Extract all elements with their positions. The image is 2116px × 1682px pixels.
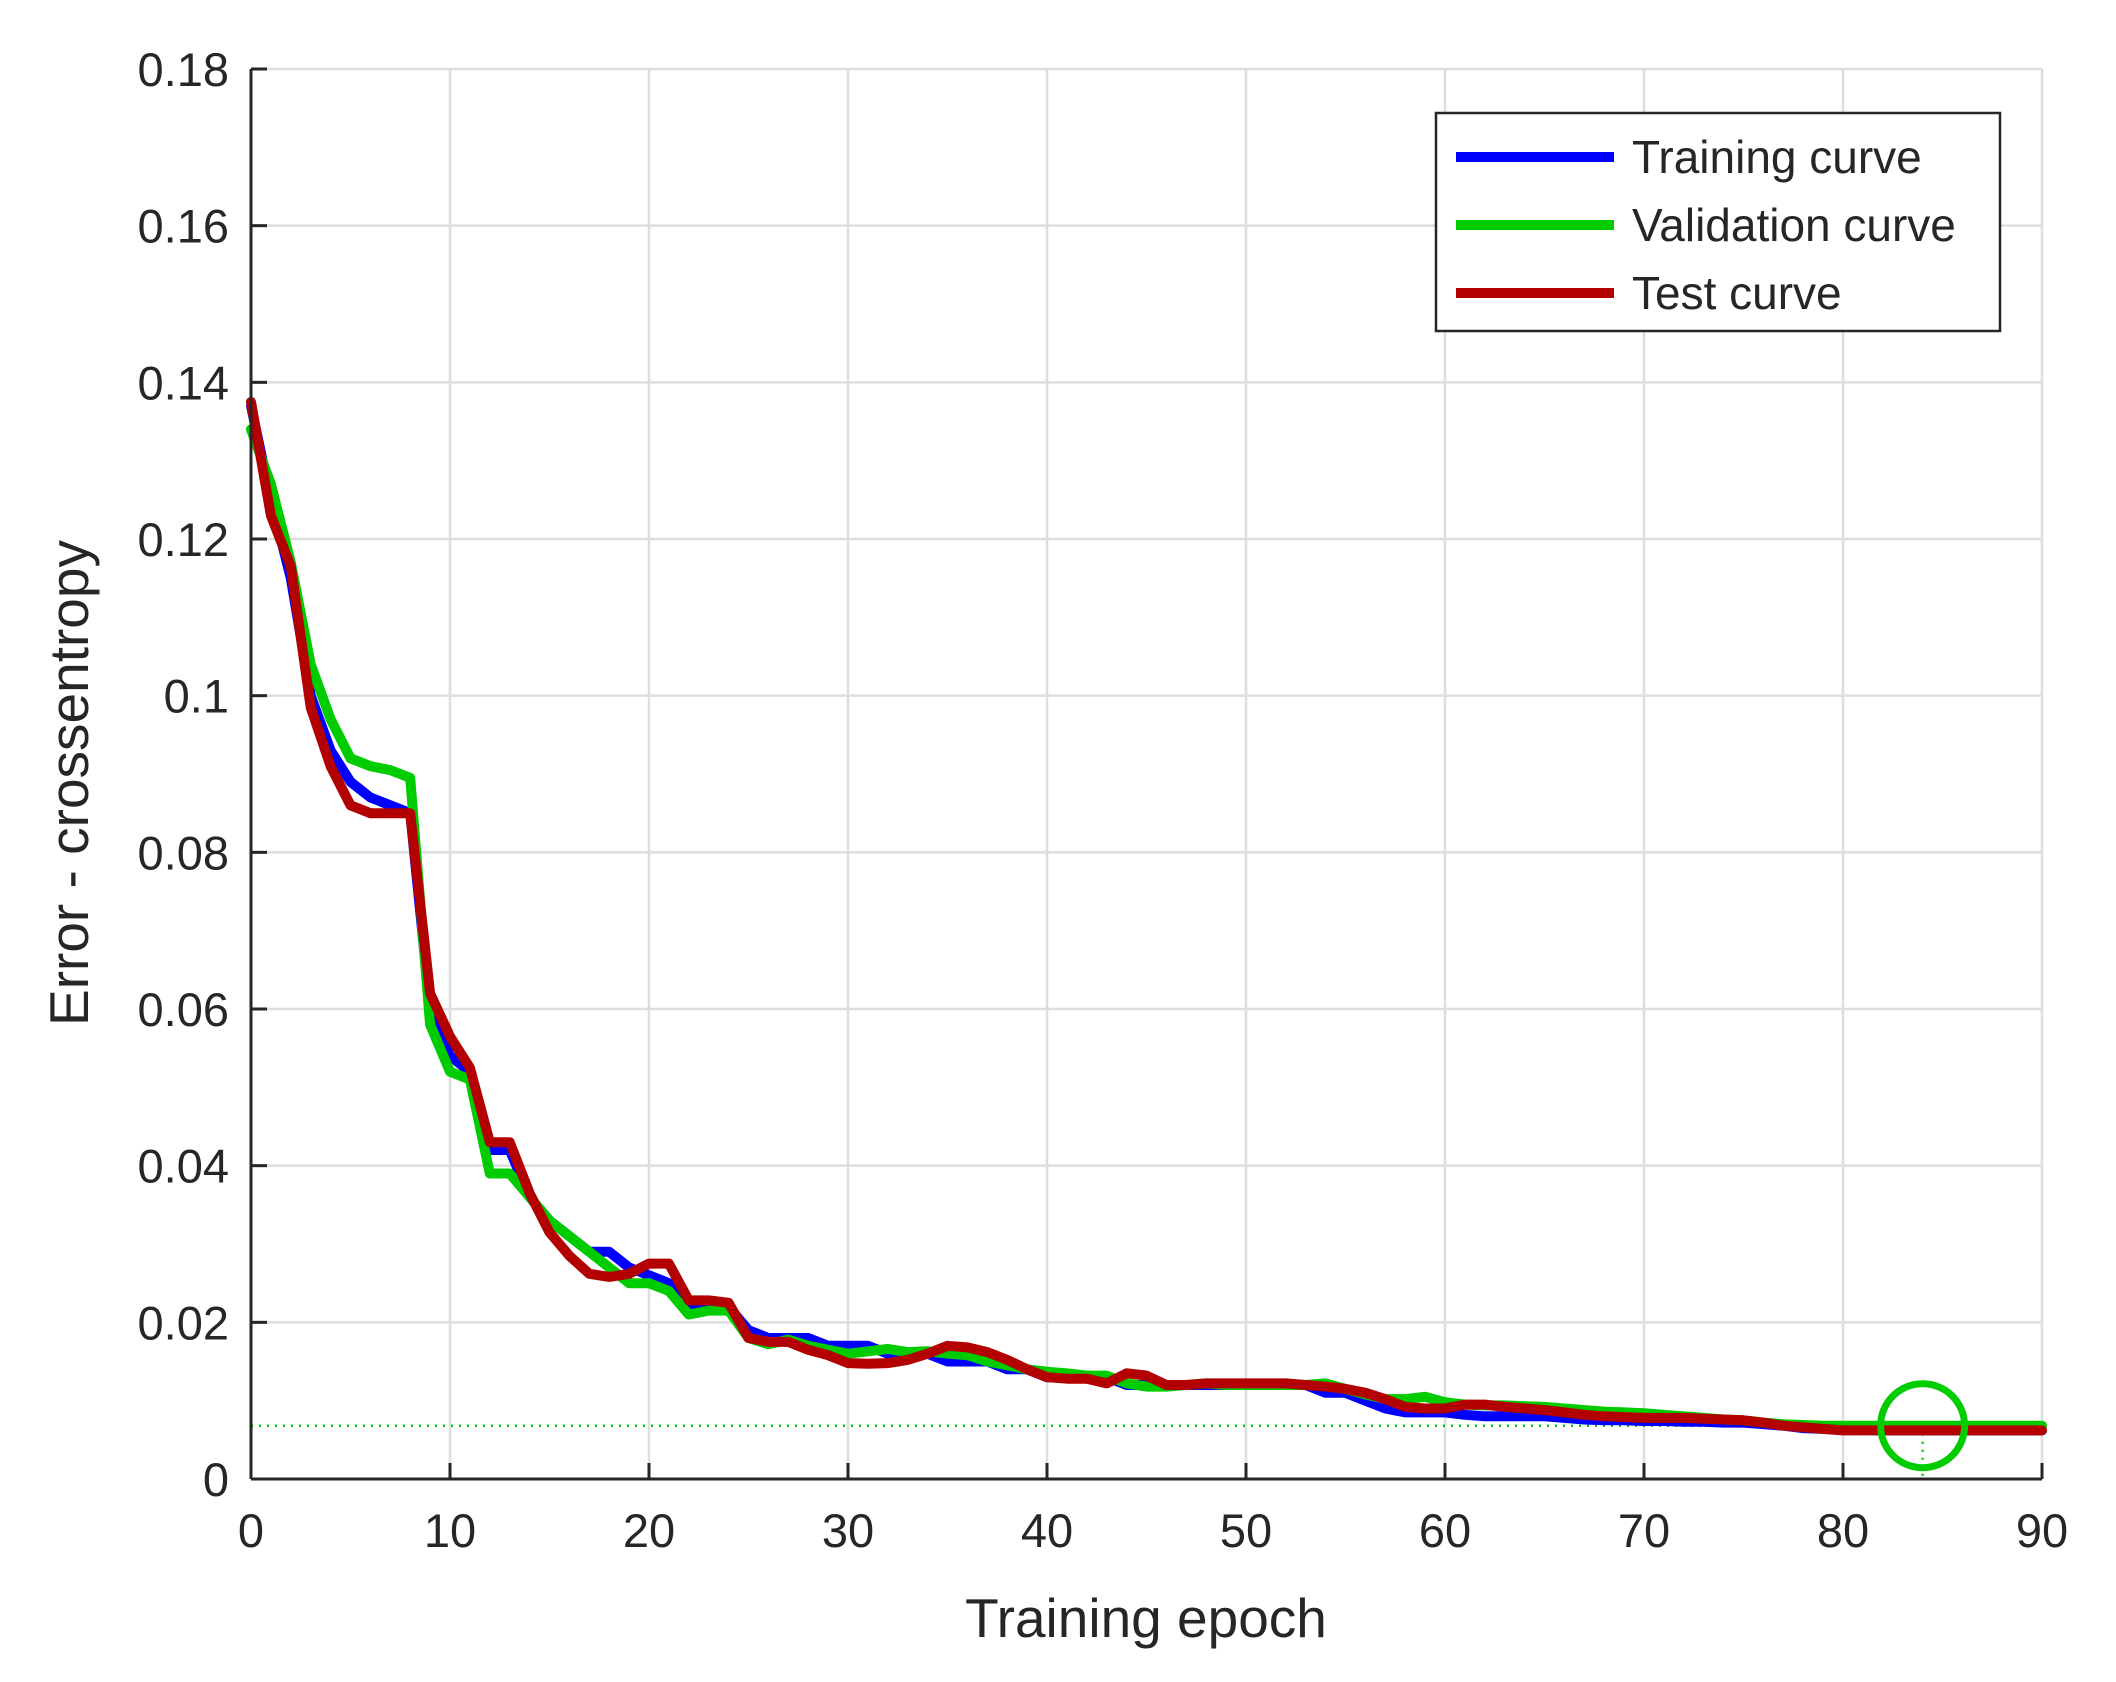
y-axis-label: Error - crossentropy (38, 540, 100, 1026)
series-line-test-curve (246, 396, 2047, 1436)
y-tick-label: 0.02 (138, 1296, 229, 1349)
x-tick-label: 50 (1220, 1504, 1272, 1557)
x-tick-label: 30 (822, 1504, 874, 1557)
legend-label: Training curve (1632, 131, 1922, 183)
y-tick-label: 0.16 (138, 200, 229, 253)
x-tick-label: 40 (1021, 1504, 1073, 1557)
legend-label: Validation curve (1632, 199, 1956, 251)
y-tick-label: 0.12 (138, 513, 229, 566)
x-axis-label: Training epoch (965, 1587, 1327, 1649)
axes (249, 67, 2044, 1481)
x-tick-label: 80 (1817, 1504, 1869, 1557)
y-tick-label: 0.18 (138, 43, 229, 96)
x-tick-label: 10 (424, 1504, 476, 1557)
legend: Training curve Validation curve Test curve (1434, 111, 2002, 333)
best-epoch-circle-marker (1877, 1380, 1969, 1472)
plot-series (246, 396, 2047, 1436)
y-tick-label: 0.06 (138, 983, 229, 1036)
y-tick-label: 0.04 (138, 1140, 229, 1193)
y-tick-label: 0.08 (138, 826, 229, 879)
y-tick-label: 0.14 (138, 356, 229, 409)
y-tick-label: 0.1 (164, 670, 229, 723)
x-tick-label: 60 (1419, 1504, 1471, 1557)
best-epoch-marker-group (1877, 1380, 1969, 1472)
x-tick-label: 70 (1618, 1504, 1670, 1557)
x-tick-label: 90 (2016, 1504, 2068, 1557)
y-tick-label: 0 (203, 1453, 229, 1506)
x-tick-label: 20 (623, 1504, 675, 1557)
tick-labels: 0 10 20 30 40 50 60 70 80 90 0 0.02 0.04 0.06 0.08 0.1 0… (138, 43, 2069, 1557)
x-tick-label: 0 (238, 1504, 264, 1557)
legend-label: Test curve (1632, 267, 1842, 319)
